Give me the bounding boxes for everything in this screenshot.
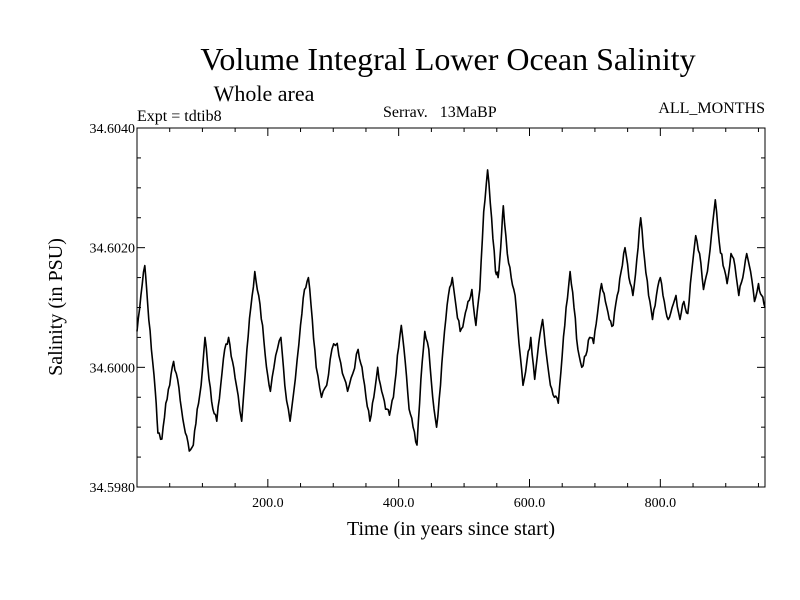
x-tick-label: 400.0 — [383, 496, 415, 511]
expt-label: Expt = tdtib8 — [137, 108, 222, 125]
y-tick-label: 34.6020 — [90, 242, 136, 257]
y-axis-label: Salinity (in PSU) — [45, 238, 67, 376]
x-tick-label: 600.0 — [514, 496, 546, 511]
y-tick-label: 34.6040 — [90, 122, 136, 137]
salinity-series-line — [136, 169, 766, 452]
x-tick-label: 800.0 — [645, 496, 677, 511]
x-axis-ticks — [169, 128, 759, 487]
plot-frame — [136, 127, 766, 488]
y-axis-ticks — [137, 127, 765, 488]
right-label: ALL_MONTHS — [658, 100, 765, 117]
chart-title: Volume Integral Lower Ocean Salinity — [200, 41, 695, 77]
center-label: Serrav. 13MaBP — [383, 104, 497, 121]
chart-subtitle: Whole area — [214, 81, 315, 106]
x-tick-label: 200.0 — [252, 496, 284, 511]
y-axis-tick-labels: 34.5980 34.6000 34.6020 34.6040 — [90, 122, 136, 496]
y-tick-label: 34.5980 — [90, 481, 136, 496]
x-axis-tick-labels: 200.0 400.0 600.0 800.0 — [252, 496, 676, 511]
y-tick-label: 34.6000 — [90, 361, 136, 376]
x-axis-label: Time (in years since start) — [347, 518, 555, 540]
